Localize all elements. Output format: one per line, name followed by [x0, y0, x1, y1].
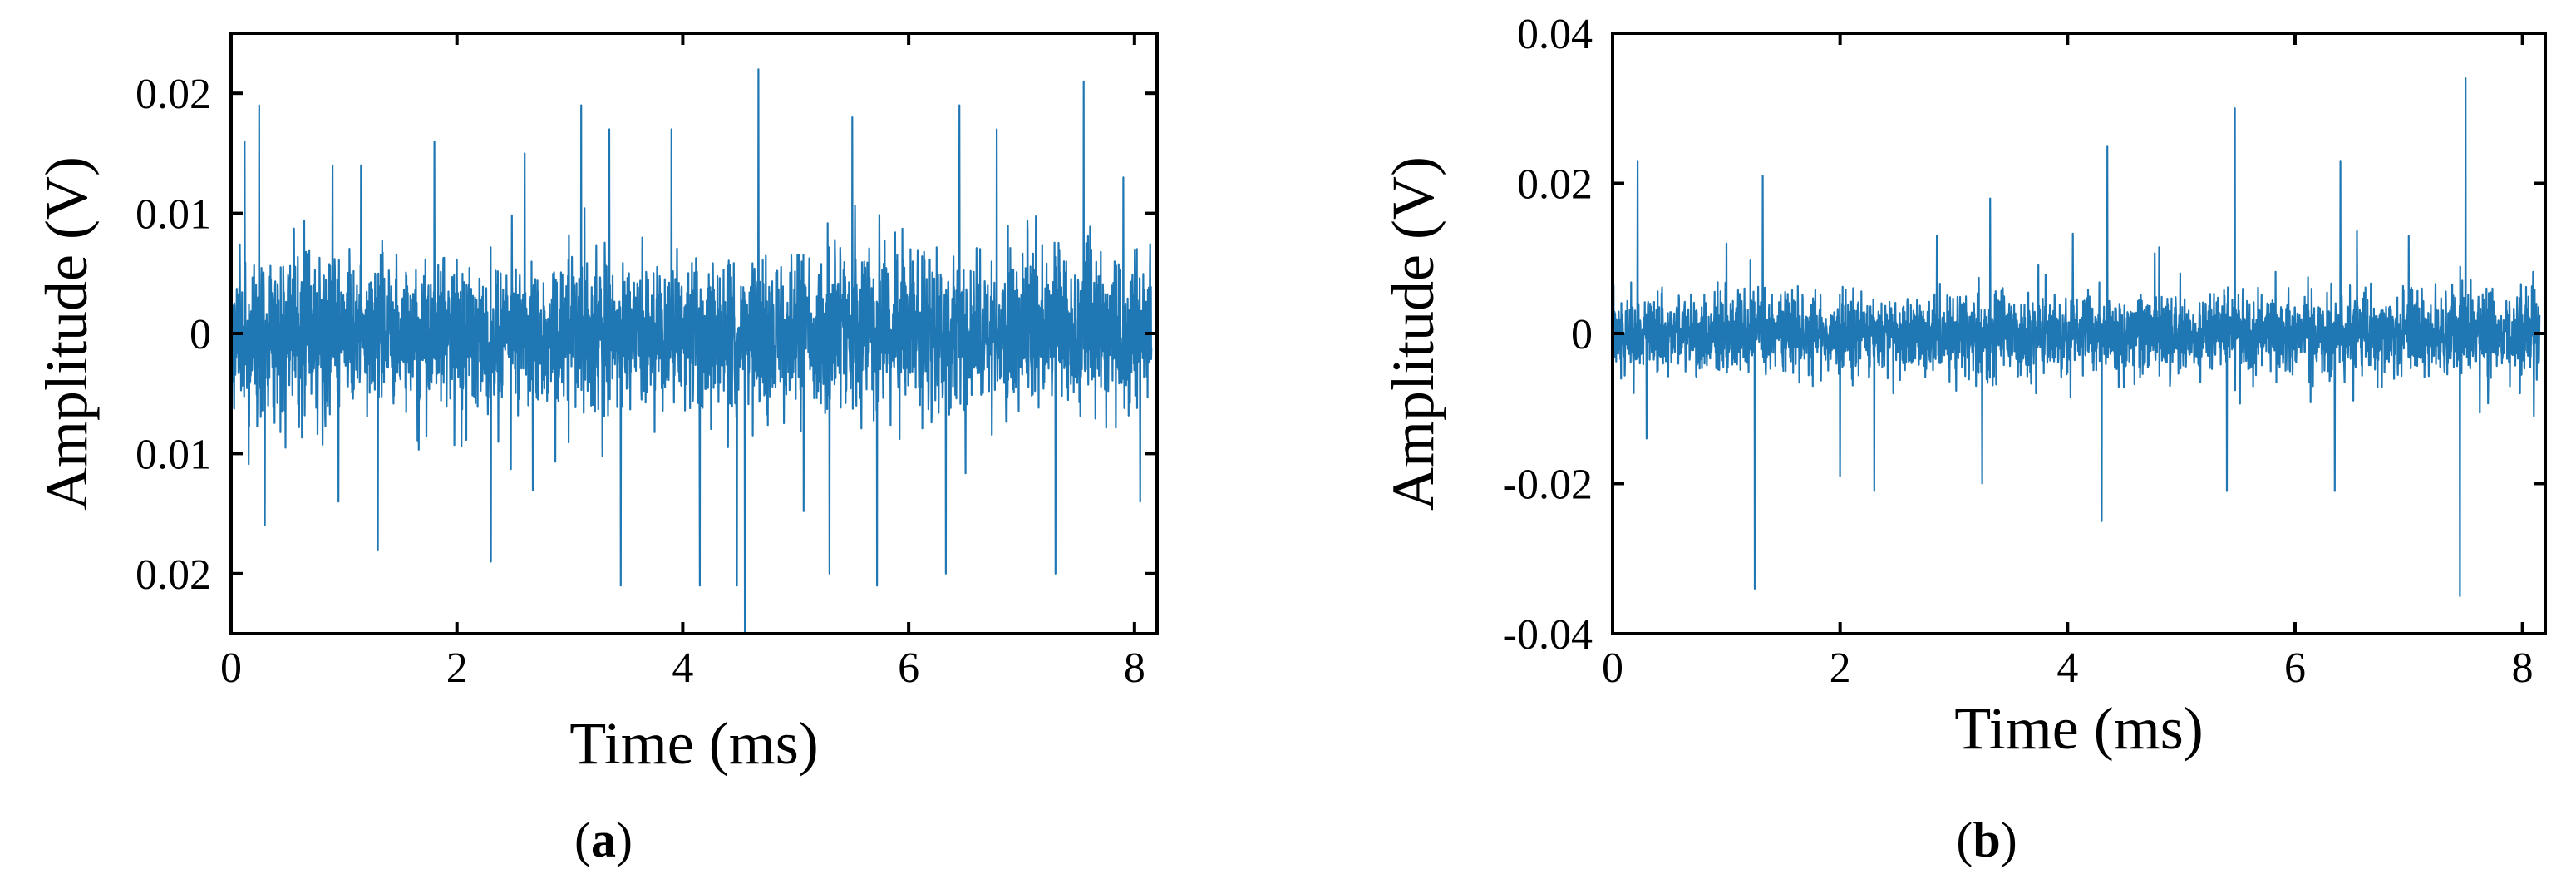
- panel-a-x-tick-label: 6: [898, 644, 919, 692]
- panel-a-y-tick-label: 0.02: [135, 71, 211, 118]
- panel-b-x-tick-label: 0: [1602, 644, 1623, 692]
- panel-a-y-tick-label: 0: [190, 311, 211, 358]
- panel-a-x-tick-label: 8: [1124, 644, 1145, 692]
- panel-b-y-tick-label: 0.02: [1517, 161, 1593, 209]
- panel-a-x-tick-label: 4: [672, 644, 693, 692]
- panel-a-label: (a): [574, 812, 633, 867]
- panel-b-x-tick-label: 2: [1830, 644, 1851, 692]
- panel-b-x-tick-label: 8: [2512, 644, 2534, 692]
- panel-b-y-tick-label: -0.02: [1503, 462, 1593, 509]
- panel-a-x-tick-label: 0: [220, 644, 242, 692]
- panel-a-label-open: (: [574, 812, 591, 867]
- panel-b-label: (b): [1956, 812, 2017, 867]
- panel-b-label-letter: b: [1973, 812, 2000, 867]
- panel-b-y-axis-label: Amplitude (V): [1380, 156, 1446, 511]
- panel-a-chart: 0 2 4 6 8 0.02 0.01 0 0.01 0.02 Time (ms) Amplitu…: [33, 32, 1159, 867]
- panel-a-y-axis-label: Amplitude (V): [33, 156, 100, 511]
- panel-a-signal-layer: [229, 68, 1153, 635]
- panel-b-signal-layer: [1611, 77, 2541, 597]
- panel-b-label-open: (: [1956, 812, 1973, 867]
- panel-a-x-tick-label: 2: [446, 644, 468, 692]
- panel-a-y-tick-label: 0.01: [135, 431, 211, 478]
- panel-a-label-close: ): [616, 812, 633, 867]
- panel-b-signal-line: [1611, 77, 2541, 597]
- panel-b-ticks: 0 2 4 6 8 -0.04 -0.02 0 0.02 0.04: [1503, 11, 2545, 692]
- panel-a-y-tick-label: 0.01: [135, 191, 211, 239]
- panel-a-ticks: 0 2 4 6 8 0.02 0.01 0 0.01 0.02: [135, 33, 1157, 692]
- panel-b-y-tick-label: 0.04: [1517, 11, 1593, 58]
- panel-a-x-axis-label: Time (ms): [569, 710, 818, 777]
- panel-b-x-axis-label: Time (ms): [1954, 695, 2203, 762]
- panel-b-x-tick-label: 6: [2284, 644, 2306, 692]
- panel-b-chart: 0 2 4 6 8 -0.04 -0.02 0 0.02 0.04 Time (ms) Ampli…: [1380, 11, 2547, 867]
- panel-b-label-close: ): [2001, 812, 2017, 867]
- panel-a-y-tick-label: 0.02: [135, 551, 211, 599]
- panel-a-signal-line: [229, 68, 1153, 635]
- panel-a-label-letter: a: [591, 812, 616, 867]
- panel-b-y-tick-label: -0.04: [1503, 611, 1593, 659]
- panel-b-y-tick-label: 0: [1571, 311, 1593, 358]
- panel-b-x-tick-label: 4: [2056, 644, 2078, 692]
